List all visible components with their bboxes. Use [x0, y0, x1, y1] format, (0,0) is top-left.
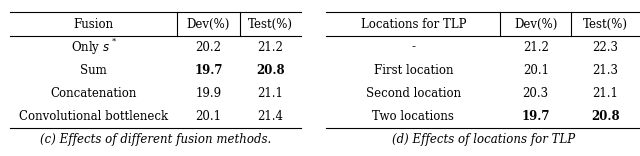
Text: 21.3: 21.3 — [593, 64, 618, 77]
Text: First location: First location — [374, 64, 453, 77]
Text: 20.3: 20.3 — [523, 87, 548, 100]
Text: 21.1: 21.1 — [593, 87, 618, 100]
Text: Convolutional bottleneck: Convolutional bottleneck — [19, 110, 168, 123]
Text: Two locations: Two locations — [372, 110, 454, 123]
Text: Dev(%): Dev(%) — [187, 17, 230, 31]
Text: Test(%): Test(%) — [583, 17, 628, 31]
Text: Dev(%): Dev(%) — [514, 17, 557, 31]
Text: Test(%): Test(%) — [248, 17, 292, 31]
Text: 20.1: 20.1 — [523, 64, 548, 77]
Text: *: * — [111, 38, 116, 46]
Text: 20.8: 20.8 — [591, 110, 620, 123]
Text: 19.7: 19.7 — [194, 64, 223, 77]
Text: 21.2: 21.2 — [523, 41, 548, 54]
Text: Concatenation: Concatenation — [50, 87, 136, 100]
Text: Sum: Sum — [80, 64, 107, 77]
Text: Second location: Second location — [366, 87, 461, 100]
Text: 19.7: 19.7 — [522, 110, 550, 123]
Text: 21.1: 21.1 — [257, 87, 283, 100]
Text: 19.9: 19.9 — [195, 87, 221, 100]
Text: Fusion: Fusion — [73, 17, 113, 31]
Text: 22.3: 22.3 — [593, 41, 618, 54]
Text: 20.2: 20.2 — [195, 41, 221, 54]
Text: (c) Effects of different fusion methods.: (c) Effects of different fusion methods. — [40, 133, 271, 146]
Text: (d) Effects of locations for TLP: (d) Effects of locations for TLP — [392, 133, 575, 146]
Text: 20.8: 20.8 — [256, 64, 285, 77]
Text: 20.1: 20.1 — [195, 110, 221, 123]
Text: Only $s$: Only $s$ — [70, 39, 109, 56]
Text: 21.4: 21.4 — [257, 110, 284, 123]
Text: Locations for TLP: Locations for TLP — [361, 17, 466, 31]
Text: -: - — [412, 41, 415, 54]
Text: 21.2: 21.2 — [257, 41, 283, 54]
